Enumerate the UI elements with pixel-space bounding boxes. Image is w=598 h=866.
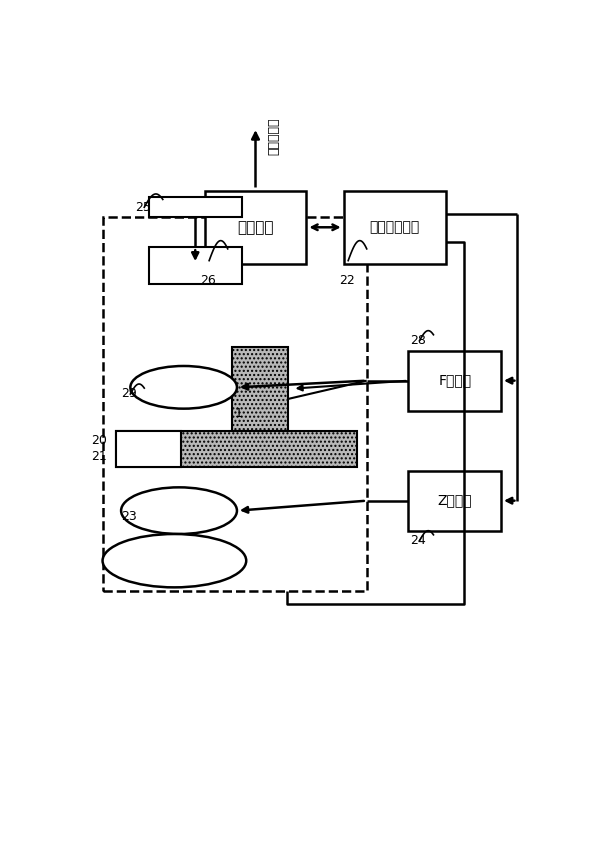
Text: 28: 28 bbox=[410, 334, 426, 347]
Ellipse shape bbox=[121, 488, 237, 534]
Bar bbox=[343, 191, 446, 264]
Text: 1: 1 bbox=[234, 408, 243, 421]
Bar bbox=[408, 471, 501, 531]
Ellipse shape bbox=[130, 366, 237, 409]
Text: コントローラ: コントローラ bbox=[370, 220, 420, 235]
Text: 25: 25 bbox=[135, 201, 151, 214]
Text: Fモータ: Fモータ bbox=[438, 373, 471, 388]
Bar bbox=[117, 430, 181, 468]
Text: 26: 26 bbox=[200, 274, 216, 287]
Text: ビデオ出力: ビデオ出力 bbox=[267, 117, 280, 155]
Text: 29: 29 bbox=[121, 387, 137, 400]
Bar bbox=[408, 351, 501, 410]
Text: 22: 22 bbox=[339, 274, 355, 287]
Bar bbox=[103, 217, 367, 591]
Text: Zモータ: Zモータ bbox=[438, 494, 472, 507]
Text: 21: 21 bbox=[91, 449, 106, 462]
Bar bbox=[149, 197, 242, 217]
Bar bbox=[117, 430, 358, 468]
Text: 画像処理: 画像処理 bbox=[237, 220, 274, 235]
Bar bbox=[149, 248, 242, 284]
Bar bbox=[233, 347, 288, 450]
Text: 20: 20 bbox=[91, 434, 107, 447]
Ellipse shape bbox=[103, 534, 246, 587]
Text: 23: 23 bbox=[121, 509, 137, 522]
Bar bbox=[205, 191, 307, 264]
Text: 24: 24 bbox=[410, 534, 426, 547]
